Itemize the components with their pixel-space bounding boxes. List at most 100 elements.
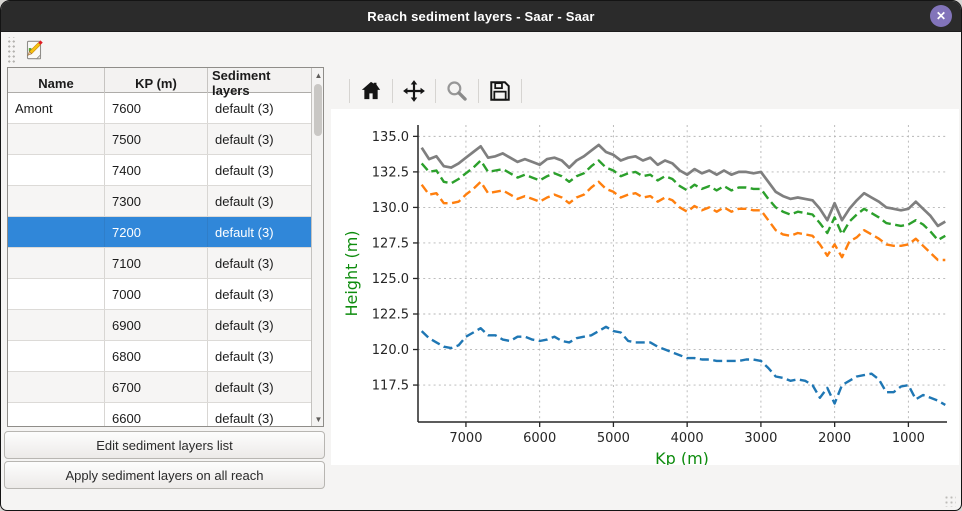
cell-name[interactable] — [8, 279, 105, 309]
svg-text:1000: 1000 — [892, 431, 925, 446]
series-layer-orange-dashed — [420, 180, 946, 262]
table-row[interactable]: 6600 default (3) — [8, 403, 311, 426]
table-row[interactable]: 6800 default (3) — [8, 341, 311, 372]
scroll-up-icon[interactable]: ▲ — [314, 70, 323, 80]
apply-sediment-layers-button[interactable]: Apply sediment layers on all reach — [4, 461, 325, 489]
svg-text:125.0: 125.0 — [372, 272, 409, 287]
column-header-1[interactable]: KP (m) — [105, 68, 208, 98]
cell-layers[interactable]: default (3) — [215, 410, 274, 426]
cell-layers[interactable]: default (3) — [215, 255, 274, 271]
edit-sediment-layers-list-button[interactable]: Edit sediment layers list — [4, 431, 325, 459]
table-row[interactable]: 7400 default (3) — [8, 155, 311, 186]
cell-name[interactable] — [8, 155, 105, 185]
cell-kp[interactable]: 6900 — [105, 310, 208, 340]
plot-zoom-button[interactable] — [442, 76, 472, 106]
table-header: Name KP (m) Sediment layers — [8, 68, 311, 98]
resize-grip[interactable] — [944, 495, 956, 507]
cell-kp[interactable]: 7000 — [105, 279, 208, 309]
sediment-table-panel: Name KP (m) Sediment layers Amont 7600 defau… — [7, 67, 324, 427]
cell-layers[interactable]: default (3) — [215, 286, 274, 302]
cell-kp[interactable]: 7600 — [105, 93, 208, 123]
cell-name[interactable] — [8, 248, 105, 278]
svg-text:120.0: 120.0 — [372, 343, 409, 358]
cell-kp[interactable]: 6800 — [105, 341, 208, 371]
cell-name[interactable] — [8, 124, 105, 154]
table-row[interactable]: 7500 default (3) — [8, 124, 311, 155]
cell-layers[interactable]: default (3) — [215, 193, 274, 209]
svg-text:132.5: 132.5 — [372, 165, 409, 180]
svg-text:122.5: 122.5 — [372, 308, 409, 323]
svg-text:7000: 7000 — [449, 431, 482, 446]
scrollbar-thumb[interactable] — [314, 84, 322, 136]
tick-labels: 7000 6000 5000 4000 3000 2000 1000 117.5 120.0 12… — [372, 130, 925, 446]
cell-kp[interactable]: 7200 — [105, 217, 208, 247]
cell-name[interactable] — [8, 341, 105, 371]
pan-icon — [403, 80, 425, 102]
table-row[interactable]: 6700 default (3) — [8, 372, 311, 403]
close-icon: ✕ — [935, 9, 947, 23]
svg-text:3000: 3000 — [744, 431, 777, 446]
x-axis-label: Kp (m) — [655, 449, 709, 465]
cell-kp[interactable]: 7300 — [105, 186, 208, 216]
cell-name[interactable] — [8, 372, 105, 402]
table-row[interactable]: Amont 7600 default (3) — [8, 93, 311, 124]
home-icon — [361, 81, 381, 100]
cell-name[interactable] — [8, 186, 105, 216]
cell-layers[interactable]: default (3) — [215, 317, 274, 333]
table-scrollbar[interactable]: ▲ ▼ — [311, 68, 323, 426]
column-header-0[interactable]: Name — [8, 68, 105, 98]
y-axis-label: Height (m) — [342, 230, 361, 316]
window-title: Reach sediment layers - Saar - Saar — [367, 8, 595, 24]
cell-layers[interactable]: default (3) — [215, 348, 274, 364]
cell-layers[interactable]: default (3) — [215, 100, 274, 116]
cell-layers[interactable]: default (3) — [215, 162, 274, 178]
cell-layers[interactable]: default (3) — [215, 131, 274, 147]
table-row[interactable]: 7000 default (3) — [8, 279, 311, 310]
cell-kp[interactable]: 7500 — [105, 124, 208, 154]
series-layer-top-gray — [420, 143, 946, 228]
svg-text:135.0: 135.0 — [372, 130, 409, 145]
column-header-2[interactable]: Sediment layers — [212, 68, 271, 98]
series-layer-bottom-blue — [420, 325, 946, 406]
scroll-down-icon[interactable]: ▼ — [314, 414, 323, 424]
cell-layers[interactable]: default (3) — [215, 224, 274, 240]
table-body: Amont 7600 default (3) 7500 default (3) 7400 d… — [8, 93, 311, 426]
cell-kp[interactable]: 6700 — [105, 372, 208, 402]
svg-text:130.0: 130.0 — [372, 201, 409, 216]
cell-name[interactable] — [8, 403, 105, 426]
svg-text:2000: 2000 — [818, 431, 851, 446]
close-button[interactable]: ✕ — [930, 5, 952, 27]
table-row[interactable]: 6900 default (3) — [8, 310, 311, 341]
titlebar[interactable]: Reach sediment layers - Saar - Saar ✕ — [1, 1, 961, 32]
svg-text:6000: 6000 — [523, 431, 556, 446]
table-row[interactable]: 7300 default (3) — [8, 186, 311, 217]
cell-kp[interactable]: 6600 — [105, 403, 208, 426]
table-row[interactable]: 7200 default (3) — [8, 217, 311, 248]
edit-note-icon — [26, 40, 43, 60]
svg-text:117.5: 117.5 — [372, 379, 409, 394]
figure-canvas: 7000 6000 5000 4000 3000 2000 1000 117.5 120.0 12… — [331, 109, 959, 468]
svg-text:4000: 4000 — [671, 431, 704, 446]
cell-kp[interactable]: 7100 — [105, 248, 208, 278]
axes-spines — [417, 125, 947, 423]
cell-layers[interactable]: default (3) — [215, 379, 274, 395]
toolbar-drag-handle[interactable] — [6, 37, 15, 63]
plot-toolbar — [343, 75, 528, 107]
zoom-icon — [447, 81, 467, 101]
cell-name[interactable] — [8, 310, 105, 340]
svg-text:5000: 5000 — [597, 431, 630, 446]
main-toolbar — [1, 32, 961, 68]
series-layer-green-dashed — [420, 159, 946, 242]
plot-home-button[interactable] — [356, 76, 386, 106]
cell-name[interactable] — [8, 217, 105, 247]
cell-kp[interactable]: 7400 — [105, 155, 208, 185]
edit-sediment-button[interactable] — [18, 34, 50, 66]
svg-text:127.5: 127.5 — [372, 236, 409, 251]
table-row[interactable]: 7100 default (3) — [8, 248, 311, 279]
plot-pan-button[interactable] — [399, 76, 429, 106]
cell-name[interactable]: Amont — [8, 93, 105, 123]
plot-save-button[interactable] — [485, 76, 515, 106]
sediment-profile-chart[interactable]: 7000 6000 5000 4000 3000 2000 1000 117.5 120.0 12… — [331, 109, 959, 468]
save-icon — [490, 81, 510, 101]
